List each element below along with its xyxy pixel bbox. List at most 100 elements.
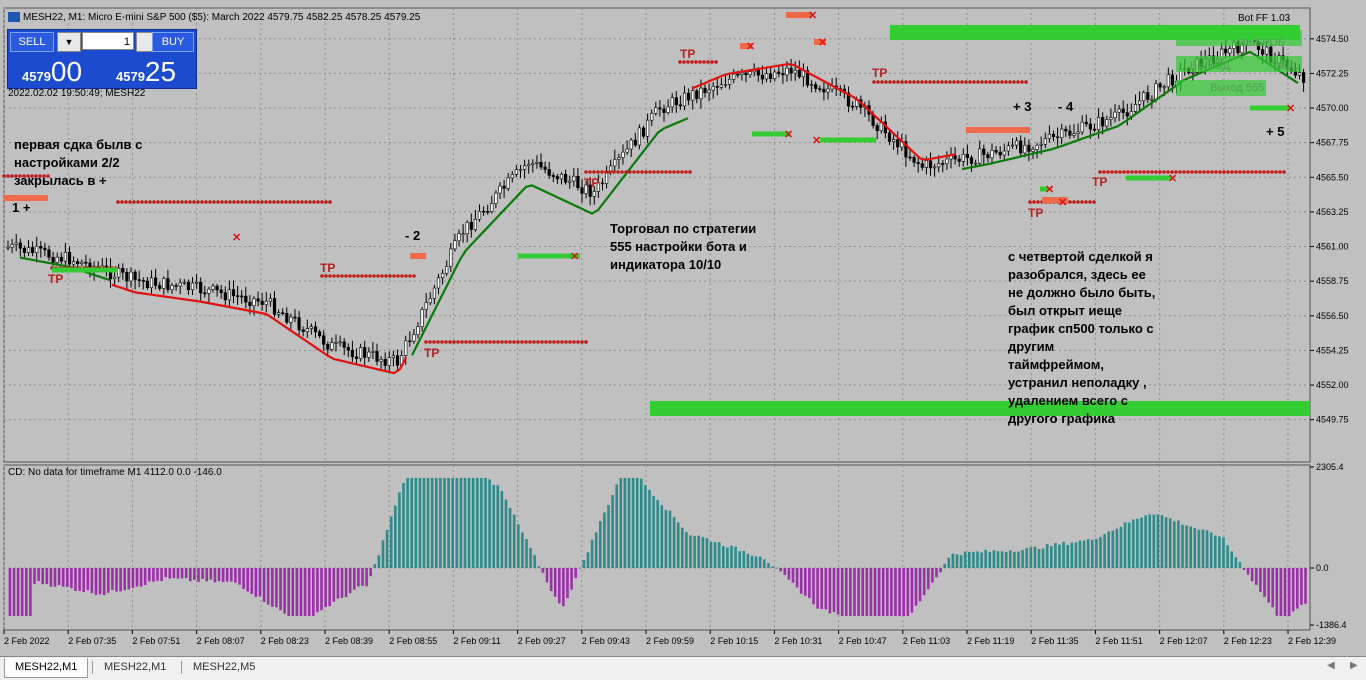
cd-histogram-bar (672, 517, 676, 568)
price-tick-label: 4563.25 (1316, 207, 1349, 217)
candle-body (818, 88, 822, 90)
tp-level-dot (148, 200, 152, 204)
candle-body (338, 341, 342, 344)
candle-body (670, 97, 674, 108)
ask-price[interactable]: 457925 (116, 56, 176, 88)
cd-histogram-bar (459, 478, 463, 568)
candle-body (518, 169, 523, 171)
tp-level-dot (688, 170, 692, 174)
candle-body (207, 288, 211, 294)
cd-histogram-bar (1033, 546, 1037, 568)
price-tick-label: 4565.50 (1316, 172, 1349, 182)
tp-level-dot (196, 200, 200, 204)
cd-histogram-bar (205, 568, 208, 582)
stop-level-bar (820, 137, 876, 143)
tab-mesh22-m1[interactable]: MESH22,M1 (104, 661, 167, 673)
tp-level-dot (464, 340, 468, 344)
lot-dropdown-icon[interactable]: ▼ (57, 32, 81, 52)
candle-body (978, 148, 982, 164)
candle-body (1088, 123, 1092, 130)
candle-body (199, 281, 203, 294)
cd-histogram-bar (394, 505, 397, 568)
lot-input[interactable]: 1 (82, 32, 134, 50)
tab-mesh22-m5[interactable]: MESH22,M5 (193, 661, 256, 673)
tp-level-dot (276, 200, 280, 204)
tp-level-dot (124, 200, 128, 204)
candle-body (43, 247, 47, 251)
candle-body (465, 221, 469, 235)
cd-histogram-bar (582, 560, 586, 568)
candle-body (158, 285, 162, 289)
candle-body (424, 302, 428, 310)
cd-histogram-bar (656, 499, 659, 568)
scroll-right-icon[interactable]: ▶ (1350, 660, 1358, 671)
buy-button[interactable]: BUY (152, 32, 194, 52)
candle-body (1064, 128, 1068, 132)
cd-histogram-bar (898, 568, 901, 616)
time-tick-label: 2 Feb 12:23 (1224, 636, 1272, 646)
scroll-left-icon[interactable]: ◀ (1327, 660, 1335, 671)
cd-histogram-bar (1062, 541, 1065, 568)
candle-body (957, 158, 961, 162)
tp-level-dot (888, 80, 892, 84)
candle-body (84, 261, 88, 264)
cd-histogram-bar (8, 568, 12, 616)
candle-body (1170, 74, 1174, 86)
tp-level-dot (412, 274, 416, 278)
cd-histogram-bar (648, 489, 651, 568)
candle-body (998, 151, 1002, 156)
cd-histogram-bar (1123, 522, 1127, 568)
candle-body (445, 266, 449, 274)
bid-price[interactable]: 457900 (22, 56, 82, 88)
tp-level-dot (928, 80, 932, 84)
tp-level-dot (676, 170, 680, 174)
cd-histogram-bar (599, 521, 602, 568)
candle-body (887, 132, 892, 142)
tp-level-dot (308, 200, 312, 204)
candle-body (211, 285, 215, 290)
tp-label: TP (584, 176, 599, 190)
tab-mesh22-m1-active[interactable]: MESH22,M1 (4, 658, 89, 678)
tp-level-dot (702, 60, 706, 64)
cd-histogram-bar (1267, 568, 1270, 603)
cd-histogram-bar (406, 478, 409, 568)
cd-histogram-bar (681, 527, 684, 568)
tp-level-dot (1084, 200, 1088, 204)
candle-body (691, 90, 695, 101)
price-pane (3, 7, 1311, 463)
tp-level-dot (560, 340, 564, 344)
trade-mark-label: 1 + (12, 200, 31, 215)
cd-histogram-bar (1070, 542, 1074, 568)
sell-button[interactable]: SELL (10, 32, 54, 52)
cd-histogram-bar (865, 568, 869, 616)
candle-body (408, 340, 412, 343)
cd-histogram-bar (1021, 549, 1024, 568)
tp-level-dot (540, 340, 544, 344)
tp-level-dot (1246, 170, 1250, 174)
green-zone-box (1176, 56, 1302, 72)
cd-histogram-bar (603, 512, 606, 568)
tp-level-dot (620, 170, 624, 174)
tp-level-dot (1036, 200, 1040, 204)
cd-histogram-bar (418, 478, 422, 568)
candle-body (1138, 100, 1142, 105)
candle-body (436, 277, 441, 289)
tp-level-dot (1250, 170, 1254, 174)
candle-body (1142, 92, 1146, 102)
cd-histogram-bar (221, 568, 225, 582)
cd-histogram-bar (804, 568, 807, 596)
cd-histogram-bar (1086, 539, 1090, 568)
candle-body (654, 107, 658, 114)
cd-histogram-bar (20, 568, 24, 616)
tp-level-dot (280, 200, 284, 204)
tp-level-dot (184, 200, 188, 204)
tp-level-dot (1162, 170, 1166, 174)
tp-level-dot (952, 80, 956, 84)
cd-histogram-bar (189, 568, 192, 582)
candle-body (117, 268, 121, 278)
candle-body (30, 247, 35, 254)
chart-window-icon (8, 12, 20, 23)
cd-histogram-bar (1004, 551, 1008, 568)
